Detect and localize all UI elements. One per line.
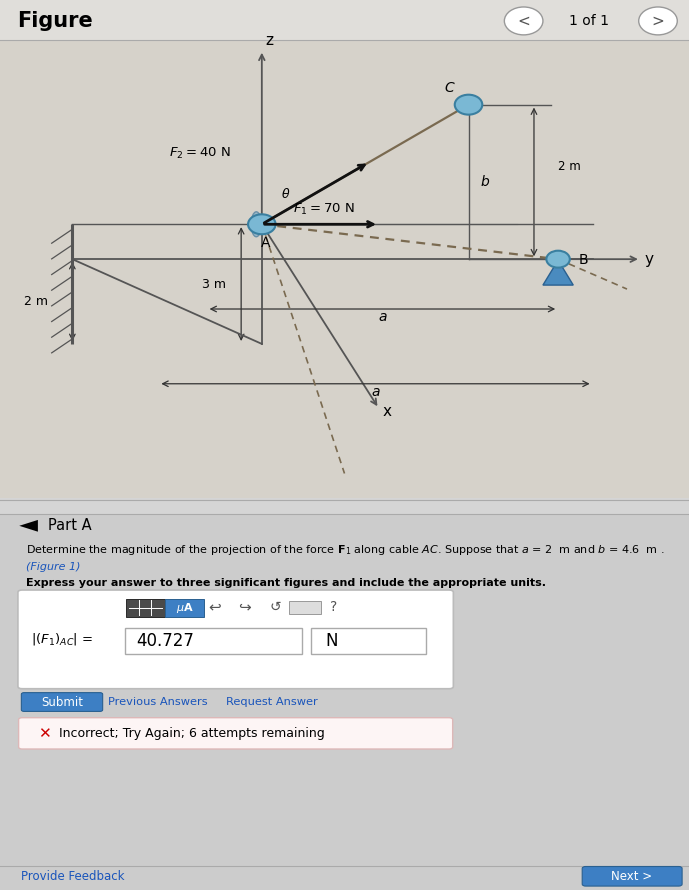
Bar — [0, 0, 689, 40]
Ellipse shape — [251, 212, 262, 237]
Text: $F_2 = 40$ N: $F_2 = 40$ N — [169, 146, 231, 161]
Text: $a$: $a$ — [378, 311, 387, 325]
FancyBboxPatch shape — [311, 627, 426, 654]
Text: 3 m: 3 m — [202, 278, 225, 291]
FancyBboxPatch shape — [19, 717, 453, 749]
Text: x: x — [382, 404, 391, 419]
Text: b: b — [481, 175, 490, 189]
Text: Incorrect; Try Again; 6 attempts remaining: Incorrect; Try Again; 6 attempts remaini… — [59, 727, 325, 740]
Text: ?: ? — [330, 600, 337, 614]
Text: N: N — [325, 632, 338, 650]
Text: 1 of 1: 1 of 1 — [569, 14, 609, 28]
Text: 2 m: 2 m — [24, 295, 48, 308]
FancyBboxPatch shape — [125, 627, 302, 654]
Text: A: A — [260, 236, 270, 250]
FancyBboxPatch shape — [21, 692, 103, 711]
Text: Express your answer to three significant figures and include the appropriate uni: Express your answer to three significant… — [26, 578, 546, 587]
Text: z: z — [265, 33, 274, 48]
Text: (Figure 1): (Figure 1) — [26, 562, 81, 572]
Text: ↪: ↪ — [238, 600, 251, 615]
Text: B: B — [579, 253, 588, 267]
Text: >: > — [652, 13, 664, 28]
FancyBboxPatch shape — [126, 599, 165, 617]
Text: ↺: ↺ — [270, 600, 281, 614]
FancyBboxPatch shape — [289, 601, 321, 614]
FancyBboxPatch shape — [165, 599, 204, 617]
Text: Submit: Submit — [41, 695, 83, 708]
FancyBboxPatch shape — [582, 867, 682, 886]
Text: Part A: Part A — [48, 518, 92, 533]
FancyBboxPatch shape — [18, 590, 453, 689]
Circle shape — [546, 251, 570, 268]
Text: 40.727: 40.727 — [136, 632, 194, 650]
Text: Previous Answers: Previous Answers — [108, 697, 208, 707]
Text: $\mu$A: $\mu$A — [176, 601, 194, 615]
Polygon shape — [19, 520, 38, 531]
Circle shape — [504, 7, 543, 35]
Text: Provide Feedback: Provide Feedback — [21, 870, 124, 883]
Circle shape — [639, 7, 677, 35]
Text: Request Answer: Request Answer — [226, 697, 318, 707]
Text: Next >: Next > — [611, 870, 652, 883]
Text: $|(F_1)_{AC}|$ =: $|(F_1)_{AC}|$ = — [31, 631, 93, 647]
Text: ↩: ↩ — [209, 600, 221, 615]
Text: y: y — [644, 252, 653, 267]
Text: <: < — [517, 13, 530, 28]
Text: 2 m: 2 m — [558, 160, 581, 174]
Text: $F_1 = 70$ N: $F_1 = 70$ N — [293, 202, 355, 217]
Text: Figure: Figure — [17, 11, 93, 31]
Polygon shape — [543, 260, 573, 285]
Text: $a$: $a$ — [371, 385, 380, 400]
Circle shape — [248, 214, 276, 234]
Bar — [0, 498, 689, 514]
Text: $\theta$: $\theta$ — [281, 188, 291, 201]
Text: C: C — [444, 81, 454, 95]
Circle shape — [455, 94, 482, 115]
Text: Determine the magnitude of the projection of the force $\mathbf{F}_1$ along cabl: Determine the magnitude of the projectio… — [26, 544, 665, 557]
Text: ✕: ✕ — [38, 726, 51, 740]
